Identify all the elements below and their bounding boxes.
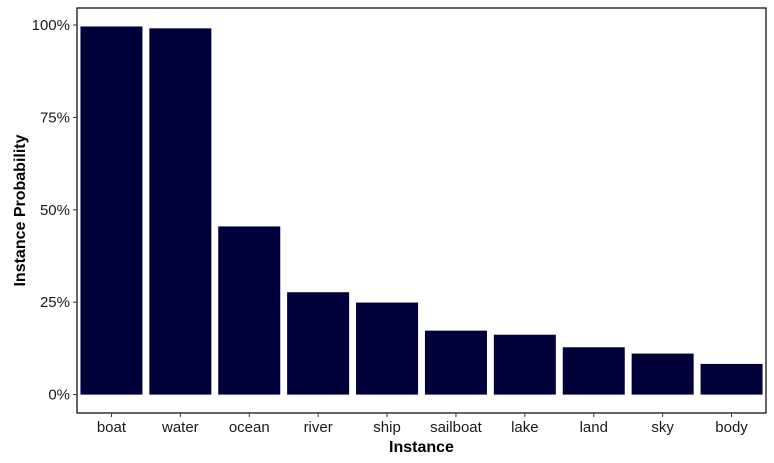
x-tick-label-lake: lake <box>511 419 539 436</box>
y-axis-title: Instance Probability <box>12 134 29 286</box>
bar-ocean <box>218 226 281 395</box>
y-tick-label-100: 100% <box>32 17 70 34</box>
x-tick-label-river: river <box>304 419 333 436</box>
bar-lake <box>493 334 556 395</box>
x-tick-label-sailboat: sailboat <box>430 419 483 436</box>
bar-sailboat <box>424 330 487 395</box>
y-axis: 0% 25% 50% 75% 100% <box>32 17 77 404</box>
x-axis: boat water ocean river ship sailboat lake land s… <box>97 413 748 436</box>
bar-sky <box>631 353 694 395</box>
y-tick-label-50: 50% <box>40 202 70 219</box>
bar-body <box>700 363 763 395</box>
bar-water <box>149 28 212 395</box>
x-tick-label-land: land <box>580 419 608 436</box>
x-tick-label-water: water <box>161 419 199 436</box>
bar-river <box>287 292 350 395</box>
y-tick-label-25: 25% <box>40 294 70 311</box>
y-tick-label-75: 75% <box>40 109 70 126</box>
x-tick-label-ship: ship <box>373 419 401 436</box>
x-axis-title: Instance <box>389 439 454 456</box>
y-tick-label-0: 0% <box>48 387 70 404</box>
x-tick-label-ocean: ocean <box>229 419 270 436</box>
x-tick-label-sky: sky <box>651 419 674 436</box>
bar-land <box>562 347 625 395</box>
bar-ship <box>356 302 419 395</box>
bars-group <box>80 26 763 395</box>
x-tick-label-boat: boat <box>97 419 127 436</box>
bar-boat <box>80 26 143 395</box>
x-tick-label-body: body <box>715 419 748 436</box>
